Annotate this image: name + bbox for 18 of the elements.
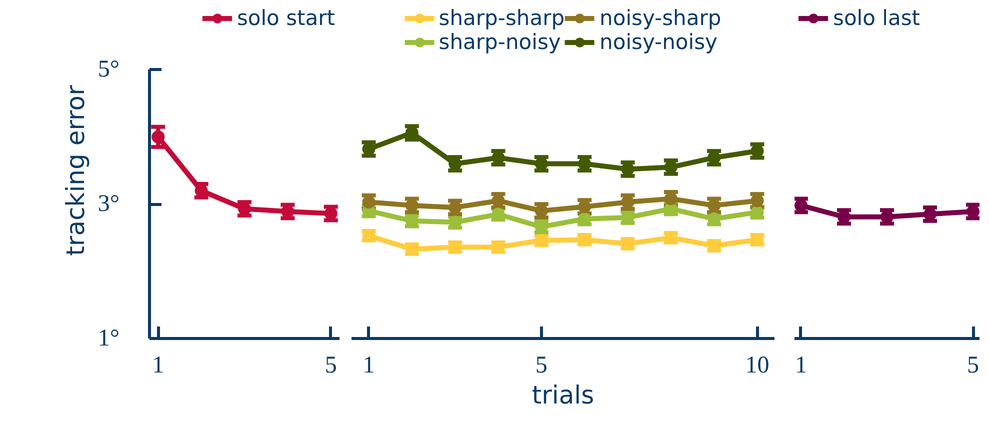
y-axis-title: tracking error (60, 84, 90, 256)
x-tick-label: 5 (324, 352, 337, 378)
legend-label: sharp-sharp (438, 6, 565, 30)
legend-label: sharp-noisy (438, 30, 561, 54)
x-tick-label: 5 (535, 352, 548, 378)
x-tick-label: 1 (362, 352, 375, 378)
y-tick-label: 5° (98, 56, 120, 83)
x-tick-label: 1 (794, 352, 807, 378)
x-axis-title: trials (532, 380, 594, 410)
y-tick-label: 1° (98, 326, 120, 352)
legend-label: noisy-noisy (600, 30, 718, 54)
x-tick-label: 1 (152, 352, 164, 378)
legend-label: solo last (833, 6, 920, 30)
y-tick-label: 3° (98, 191, 120, 218)
x-tick-label: 10 (745, 352, 770, 378)
legend-label: noisy-sharp (600, 6, 722, 30)
legend-label: solo start (236, 6, 335, 30)
x-tick-label: 5 (967, 352, 980, 378)
